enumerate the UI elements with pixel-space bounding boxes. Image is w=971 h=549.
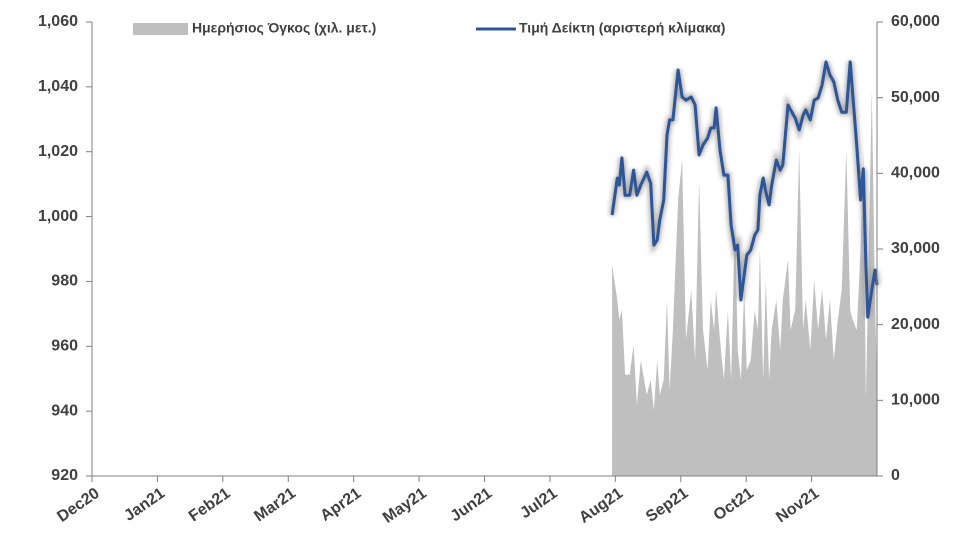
x-tick-label: Nov21 (773, 485, 822, 527)
y2-tick-label: 50,000 (891, 89, 940, 106)
legend-label: Τιμή Δείκτη (αριστερή κλίμακα) (519, 20, 725, 36)
legend-swatch-volume (133, 23, 188, 35)
y-tick-label: 1,040 (38, 78, 78, 95)
x-tick-label: Oct21 (711, 485, 757, 525)
index-line (610, 60, 879, 319)
x-tick-label: Apr21 (317, 485, 364, 525)
volume-area (612, 90, 877, 476)
x-tick-label: Dec20 (54, 485, 102, 526)
y-tick-label: 940 (51, 402, 78, 419)
y2-tick-label: 0 (891, 467, 900, 484)
legend-label: Ημερήσιος Όγκος (χιλ. μετ.) (192, 20, 376, 36)
x-tick-label: Sep21 (643, 485, 691, 526)
x-tick-label: Jun21 (448, 485, 496, 526)
x-tick-label: Feb21 (186, 485, 234, 526)
y-tick-label: 1,060 (38, 13, 78, 30)
x-tick-label: Mar21 (251, 485, 299, 526)
y-tick-label: 960 (51, 338, 78, 355)
y2-tick-label: 30,000 (891, 240, 940, 257)
y2-tick-label: 40,000 (891, 165, 940, 182)
y2-tick-label: 60,000 (891, 13, 940, 30)
y-tick-label: 1,000 (38, 208, 78, 225)
y-tick-label: 980 (51, 273, 78, 290)
y2-tick-label: 10,000 (891, 392, 940, 409)
y2-tick-label: 20,000 (891, 316, 940, 333)
y-tick-label: 920 (51, 467, 78, 484)
x-tick-label: Jan21 (121, 485, 168, 525)
y-tick-label: 1,020 (38, 143, 78, 160)
x-tick-label: May21 (380, 485, 430, 527)
x-tick-label: Jul21 (517, 485, 560, 522)
x-tick-label: Aug21 (576, 485, 626, 527)
